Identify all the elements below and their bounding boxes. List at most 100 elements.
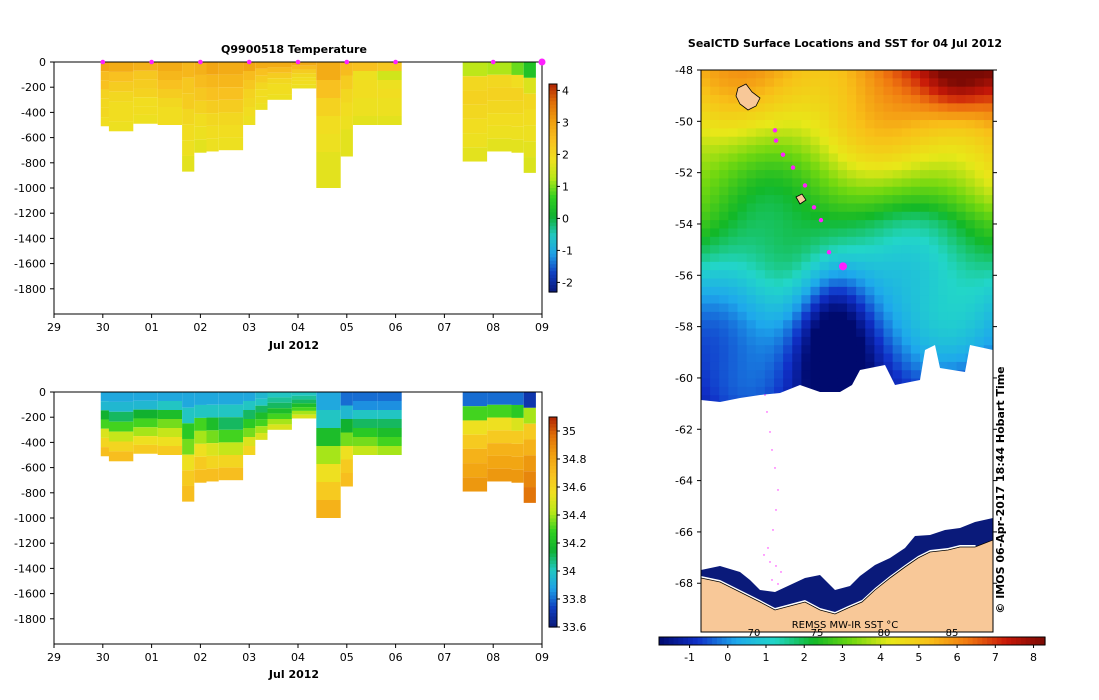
sst-cell [719, 161, 729, 171]
colorbar-step [549, 459, 557, 464]
sst-cell [874, 270, 884, 280]
y-tick-label: -200 [21, 81, 46, 94]
sst-cell [856, 328, 866, 338]
profile-11 [267, 62, 292, 100]
profile-cell [511, 62, 524, 75]
sst-cell [792, 211, 802, 221]
sst-cell [728, 328, 738, 338]
sst-cell [719, 120, 729, 129]
colorbar-step [895, 637, 901, 645]
colorbar-step [549, 264, 557, 269]
profile-cell [352, 401, 378, 410]
colorbar-step [549, 438, 557, 443]
sst-cell [728, 270, 738, 280]
profile-cell [243, 437, 256, 446]
colorbar-step [549, 90, 557, 95]
sst-cell [847, 228, 857, 238]
sst-cell [947, 78, 957, 88]
sst-cell [746, 111, 757, 121]
colorbar-step [549, 536, 557, 541]
seal-location [772, 128, 778, 133]
sst-cell [737, 161, 748, 171]
sst-cell [837, 286, 848, 296]
sst-cell [774, 136, 784, 146]
south-georgia-island [735, 83, 761, 111]
temperature-y-axis: 0-200-400-600-800-1000-1200-1400-1600-18… [14, 56, 54, 296]
sst-cell [728, 236, 738, 246]
sst-cell [719, 70, 729, 79]
profile-cell [218, 112, 244, 125]
colorbar-step [549, 87, 557, 92]
colorbar-step [934, 637, 940, 645]
sst-cell [965, 320, 976, 330]
sst-cell [901, 261, 912, 271]
sst-cell [938, 153, 948, 163]
y-tick-label: -400 [21, 106, 46, 119]
sst-cell [901, 170, 912, 179]
sst-source-label: REMSS MW-IR SST °C [792, 620, 899, 631]
sst-cell [783, 120, 793, 129]
profile-cell [316, 500, 341, 518]
profile-cell [487, 468, 512, 482]
sst-cell [828, 111, 839, 121]
colorbar-step [549, 167, 557, 172]
sst-cell [920, 278, 930, 288]
sst-cell [910, 195, 921, 204]
sst-cell [910, 120, 921, 129]
sst-cell [701, 195, 711, 204]
x-tick-label: 01 [145, 321, 159, 334]
sst-cell [983, 153, 993, 163]
sst-cell [865, 203, 875, 213]
sst-cell [847, 178, 857, 188]
colorbar-step [972, 637, 979, 645]
sst-cell [847, 195, 857, 204]
sst-cell [901, 353, 912, 363]
sst-cell [837, 320, 848, 330]
lat-tick-label: -62 [675, 423, 693, 436]
sst-cell [920, 303, 930, 313]
profile-cell [377, 446, 402, 455]
profile-cell [194, 126, 207, 140]
sst-cell [910, 178, 921, 188]
colorbar-step [549, 253, 557, 258]
sst-cell [701, 378, 711, 388]
profile-cell [377, 89, 402, 98]
sst-cell [810, 161, 821, 171]
sst-cell [783, 170, 793, 179]
profile-19 [511, 62, 524, 153]
profile-cell [108, 121, 134, 132]
profile-cell [462, 147, 488, 162]
profile-cell [182, 485, 195, 502]
sst-cell [865, 186, 875, 196]
profile-7 [206, 62, 219, 152]
colorbar-step [663, 637, 670, 645]
south-sandwich-islands [795, 193, 807, 205]
sst-cell [837, 161, 848, 171]
sst-cell [938, 353, 948, 363]
sst-cell [947, 170, 957, 179]
profile-20 [523, 392, 536, 503]
sst-cell [710, 361, 720, 371]
sst-cell [701, 261, 711, 271]
profile-cell [157, 428, 183, 437]
sst-cell [828, 328, 839, 338]
sst-cell [810, 253, 821, 263]
profile-cell [255, 426, 268, 434]
sst-cell [792, 320, 802, 330]
profile-cell [133, 409, 158, 419]
sst-cell [783, 161, 793, 171]
profile-cell [267, 397, 292, 403]
profile-cell [255, 96, 268, 104]
profile-cell [157, 410, 183, 419]
sst-cell [810, 245, 821, 254]
seal-location [773, 138, 779, 143]
sst-cell [874, 70, 884, 79]
sst-cell [956, 303, 967, 313]
sst-cell [965, 186, 976, 196]
sst-cell [801, 278, 811, 288]
sst-cell [774, 111, 784, 121]
profile-cell [100, 437, 110, 448]
sst-cell [746, 303, 757, 313]
profile-cell [194, 443, 207, 457]
colorbar-step [549, 525, 557, 530]
